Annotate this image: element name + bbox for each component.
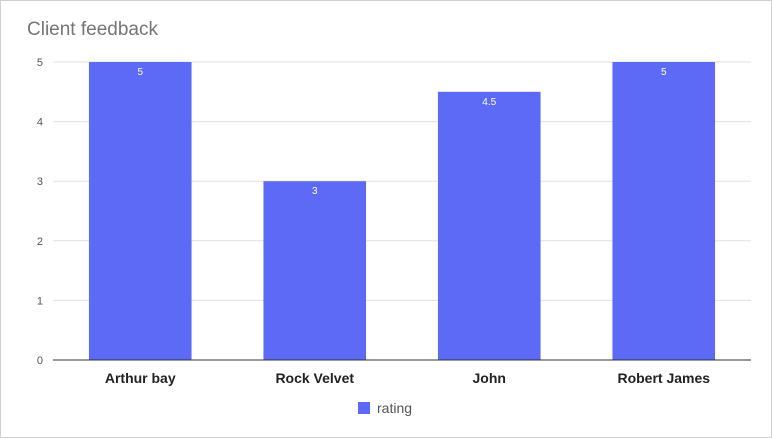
category-label: Robert James [617, 370, 710, 386]
y-tick-label: 1 [37, 295, 43, 307]
legend-label-rating: rating [377, 400, 412, 416]
bar [88, 62, 192, 360]
data-labels: 534.55 [137, 67, 667, 197]
bar [612, 62, 716, 360]
category-label: John [473, 370, 506, 386]
category-label: Arthur bay [105, 370, 176, 386]
y-tick-label: 4 [37, 117, 43, 129]
data-label: 3 [312, 186, 318, 197]
y-tick-label: 5 [37, 57, 43, 69]
bars [88, 62, 716, 361]
data-label: 4.5 [482, 97, 496, 108]
legend[interactable]: rating [358, 400, 412, 416]
y-tick-label: 0 [37, 355, 43, 367]
legend-swatch-rating [358, 402, 370, 414]
bar [263, 181, 367, 360]
y-tick-label: 2 [37, 236, 43, 248]
y-axis-ticks: 0 1 2 3 4 5 [37, 57, 43, 367]
category-label: Rock Velvet [275, 370, 354, 386]
data-label: 5 [661, 67, 667, 78]
data-label: 5 [137, 67, 143, 78]
bar [437, 91, 541, 361]
y-tick-label: 3 [37, 176, 43, 188]
chart-title: Client feedback [27, 19, 158, 40]
category-labels: Arthur bay Rock Velvet John Robert James [105, 370, 710, 386]
